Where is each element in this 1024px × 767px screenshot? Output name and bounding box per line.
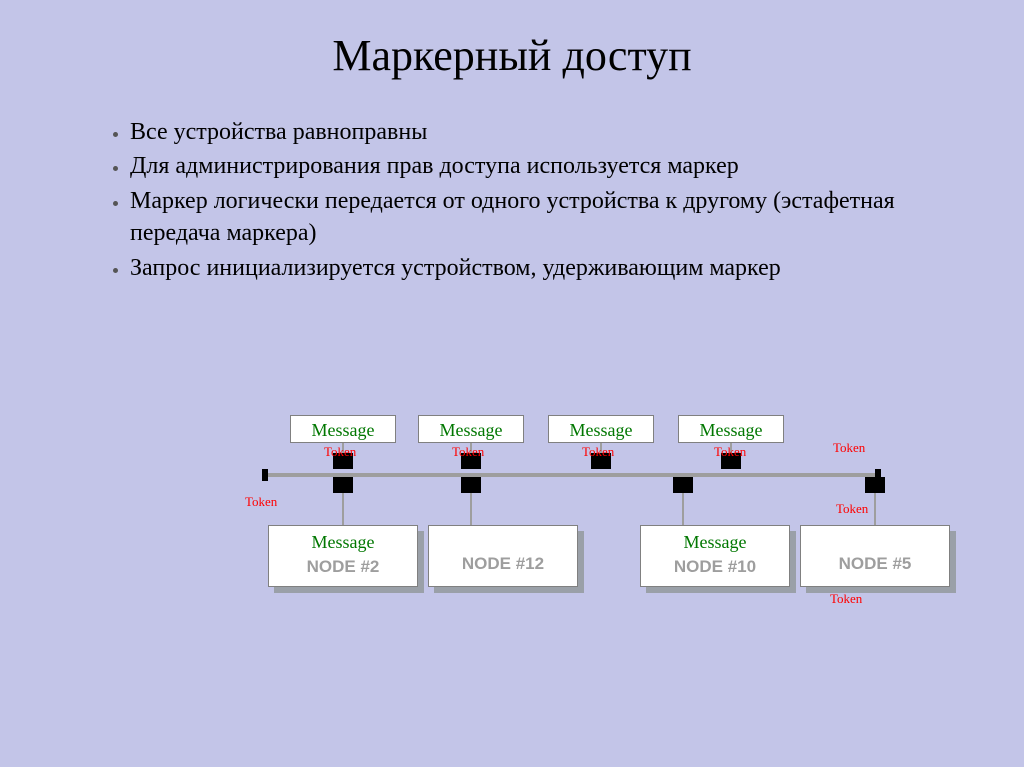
node-label: NODE #12 bbox=[462, 554, 544, 574]
token-label: Token bbox=[714, 444, 746, 460]
node-label: NODE #5 bbox=[839, 554, 912, 574]
node-front: Message NODE #10 bbox=[640, 525, 790, 587]
node-message: Message bbox=[312, 532, 375, 553]
list-item: Все устройства равноправны bbox=[130, 116, 930, 148]
token-label: Token bbox=[245, 494, 277, 510]
list-item: Для администрирования прав доступа испол… bbox=[130, 150, 930, 182]
node-front: NODE #12 bbox=[428, 525, 578, 587]
node-box: Message NODE #2 bbox=[268, 525, 418, 587]
token-label: Token bbox=[836, 501, 868, 517]
slide: Маркерный доступ Все устройства равнопра… bbox=[0, 0, 1024, 767]
bullet-list: Все устройства равноправны Для администр… bbox=[130, 116, 930, 284]
node-box: NODE #12 bbox=[428, 525, 578, 587]
node-label: NODE #10 bbox=[674, 557, 756, 577]
token-label: Token bbox=[452, 444, 484, 460]
token-label: Token bbox=[582, 444, 614, 460]
message-box: Message bbox=[290, 415, 396, 443]
message-box: Message bbox=[418, 415, 524, 443]
node-front: NODE #5 bbox=[800, 525, 950, 587]
token-label: Token bbox=[830, 591, 862, 607]
node-box: NODE #5 bbox=[800, 525, 950, 587]
message-box: Message bbox=[548, 415, 654, 443]
node-message: Message bbox=[684, 532, 747, 553]
message-box: Message bbox=[678, 415, 784, 443]
node-front: Message NODE #2 bbox=[268, 525, 418, 587]
list-item: Маркер логически передается от одного ус… bbox=[130, 185, 930, 250]
list-item: Запрос инициализируется устройством, уде… bbox=[130, 252, 930, 284]
page-title: Маркерный доступ bbox=[0, 0, 1024, 81]
token-label: Token bbox=[833, 440, 865, 456]
token-label: Token bbox=[324, 444, 356, 460]
node-label: NODE #2 bbox=[307, 557, 380, 577]
node-box: Message NODE #10 bbox=[640, 525, 790, 587]
